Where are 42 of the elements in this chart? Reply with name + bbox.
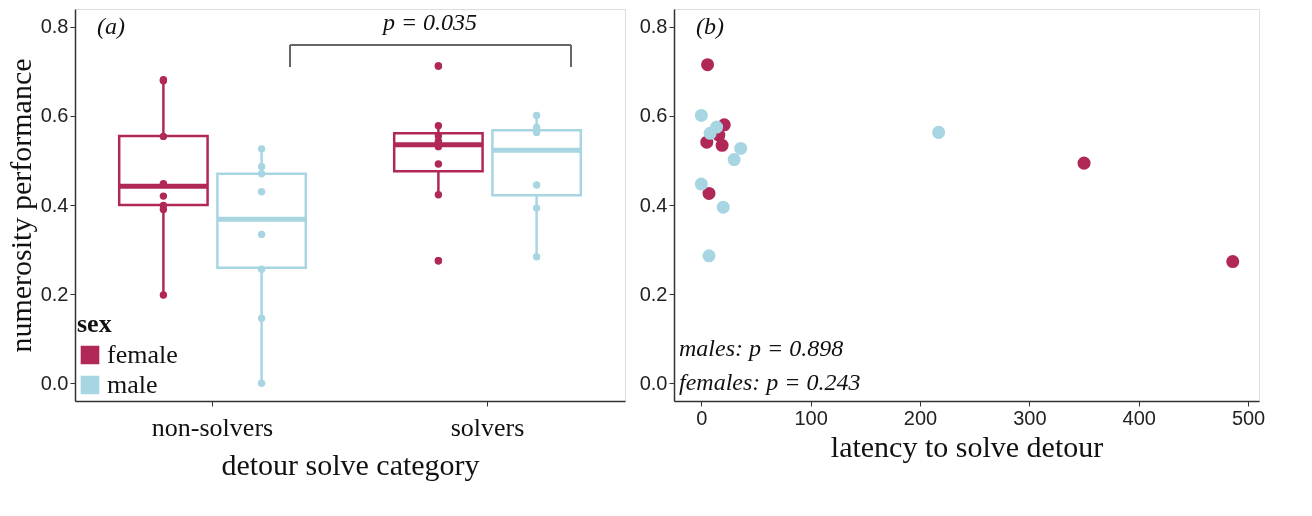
annotation: males: p = 0.898 bbox=[679, 335, 844, 361]
point bbox=[1226, 255, 1240, 269]
x-tick-label: 400 bbox=[1122, 406, 1156, 429]
legend-title: sex bbox=[77, 309, 112, 338]
point bbox=[702, 249, 716, 263]
legend-label: male bbox=[107, 370, 158, 399]
y-tick-label: 0.8 bbox=[40, 15, 69, 38]
y-tick-label: 0.6 bbox=[40, 104, 69, 127]
x-axis-title: latency to solve detour bbox=[830, 429, 1104, 463]
y-axis-title: numerosity performance bbox=[3, 58, 37, 353]
point bbox=[710, 120, 724, 134]
annotation: females: p = 0.243 bbox=[679, 369, 861, 395]
point bbox=[715, 138, 729, 152]
annotation: (a) bbox=[97, 13, 125, 39]
point bbox=[727, 153, 741, 167]
annotation: p = 0.035 bbox=[380, 9, 478, 35]
y-tick-label: 0.2 bbox=[639, 282, 668, 305]
x-tick-label: 0 bbox=[696, 406, 708, 429]
y-tick-label: 0.0 bbox=[40, 371, 69, 394]
point bbox=[702, 186, 716, 200]
point bbox=[694, 108, 708, 122]
y-tick-label: 0.4 bbox=[40, 193, 69, 216]
legend-label: female bbox=[107, 340, 178, 369]
x-tick-label: 300 bbox=[1013, 406, 1047, 429]
y-tick-label: 0.0 bbox=[639, 371, 668, 394]
y-tick-label: 0.8 bbox=[639, 15, 668, 38]
x-tick-label: solvers bbox=[450, 412, 525, 442]
x-tick-label: 100 bbox=[794, 406, 828, 429]
point bbox=[1077, 156, 1091, 170]
x-axis-title: detour solve category bbox=[221, 447, 480, 481]
point bbox=[932, 125, 946, 139]
x-tick-label: 200 bbox=[903, 406, 938, 429]
point bbox=[734, 141, 748, 155]
point bbox=[694, 177, 708, 191]
y-tick-label: 0.2 bbox=[40, 282, 69, 305]
x-tick-label: 500 bbox=[1231, 406, 1266, 429]
point bbox=[701, 58, 715, 72]
point bbox=[716, 200, 730, 214]
x-tick-label: non-solvers bbox=[151, 412, 274, 442]
annotation: (b) bbox=[696, 13, 724, 39]
y-tick-label: 0.4 bbox=[639, 193, 668, 216]
y-tick-label: 0.6 bbox=[639, 104, 668, 127]
